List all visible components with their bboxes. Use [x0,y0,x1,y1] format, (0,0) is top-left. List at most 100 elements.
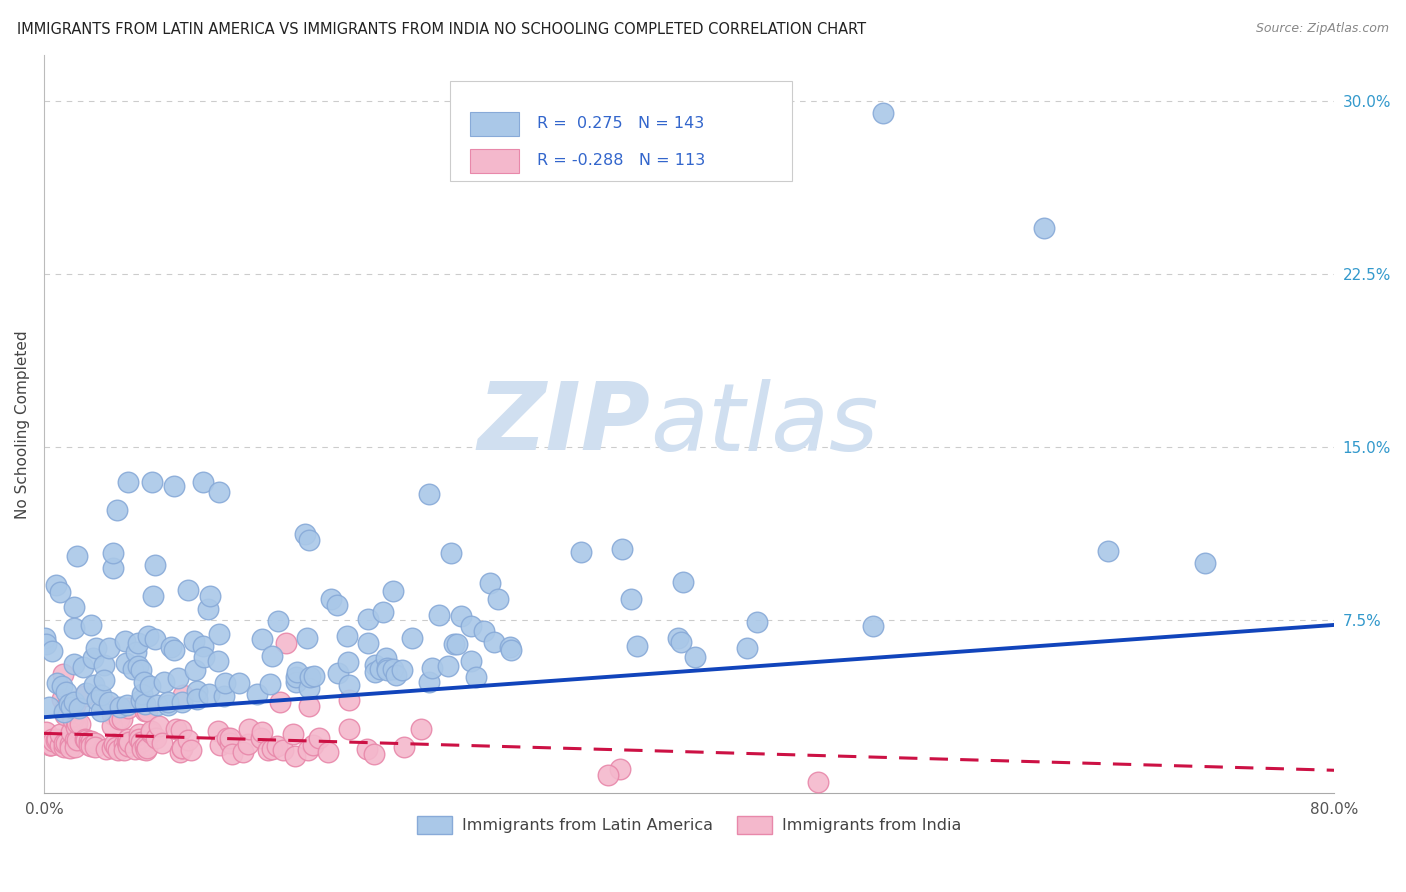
Point [285,669,308,683]
Point [65,732,87,747]
Point [198,687,221,701]
Point [124,741,146,756]
Point [118,734,141,748]
Point [75,686,97,700]
Point [84,739,107,754]
Point [193,649,215,664]
Point [198,589,221,603]
Point [80,739,103,753]
Point [170,723,193,738]
Point [401,631,423,645]
Point [862,619,884,633]
Point [274,636,297,650]
Point [479,576,502,591]
Point [176,733,198,747]
Point [236,737,259,751]
Point [221,747,243,761]
Point [139,679,162,693]
Text: Source: ZipAtlas.com: Source: ZipAtlas.com [1256,22,1389,36]
Point [609,762,631,776]
Point [129,663,152,677]
Point [145,632,167,646]
Text: IMMIGRANTS FROM LATIN AMERICA VS IMMIGRANTS FROM INDIA NO SCHOOLING COMPLETED CO: IMMIGRANTS FROM LATIN AMERICA VS IMMIGRA… [17,22,866,37]
Point [111,712,134,726]
Point [336,629,359,643]
Point [39,739,62,753]
Point [82,651,104,665]
Point [62,701,84,715]
Point [35,725,58,739]
Point [35,637,58,651]
Point [186,683,208,698]
Point [671,634,693,648]
Point [298,670,321,684]
Point [41,644,63,658]
Point [136,629,159,643]
Point [52,739,75,754]
Point [382,584,405,599]
Point [209,738,232,752]
Point [53,707,76,722]
Point [392,739,415,754]
Point [486,591,509,606]
Point [193,475,215,489]
Point [90,704,112,718]
Point [59,699,82,714]
Point [162,479,184,493]
Point [440,546,463,560]
Point [134,704,156,718]
Point [259,676,281,690]
Point [626,639,648,653]
Point [170,741,193,756]
Point [52,666,75,681]
Point [207,724,229,739]
Point [418,674,440,689]
Point [482,635,505,649]
Point [180,743,202,757]
Point [620,591,643,606]
Point [86,693,108,707]
Point [409,722,432,736]
Point [49,727,72,741]
Point [287,665,309,679]
FancyBboxPatch shape [450,81,792,181]
Point [96,742,118,756]
Point [212,689,235,703]
Point [284,675,307,690]
Point [294,527,316,541]
Point [101,740,124,755]
Point [385,668,408,682]
Point [63,657,86,671]
Point [55,685,77,699]
Point [356,742,378,756]
Point [49,585,72,599]
Point [217,731,239,745]
FancyBboxPatch shape [470,112,519,136]
Point [112,743,135,757]
Point [735,641,758,656]
Point [72,660,94,674]
Point [117,475,139,489]
Point [176,582,198,597]
Point [371,605,394,619]
Point [153,674,176,689]
Point [145,731,167,745]
Point [271,742,294,756]
Point [184,663,207,677]
Point [298,533,321,548]
Point [39,739,62,753]
Point [298,681,321,695]
Point [115,656,138,670]
Point [745,615,768,630]
Point [269,695,291,709]
Point [375,661,398,675]
Point [418,487,440,501]
Point [437,658,460,673]
Point [807,774,830,789]
Point [357,636,380,650]
Point [165,722,187,736]
Point [427,608,450,623]
Text: ZIP: ZIP [478,378,651,470]
Point [139,724,162,739]
Point [157,695,180,709]
